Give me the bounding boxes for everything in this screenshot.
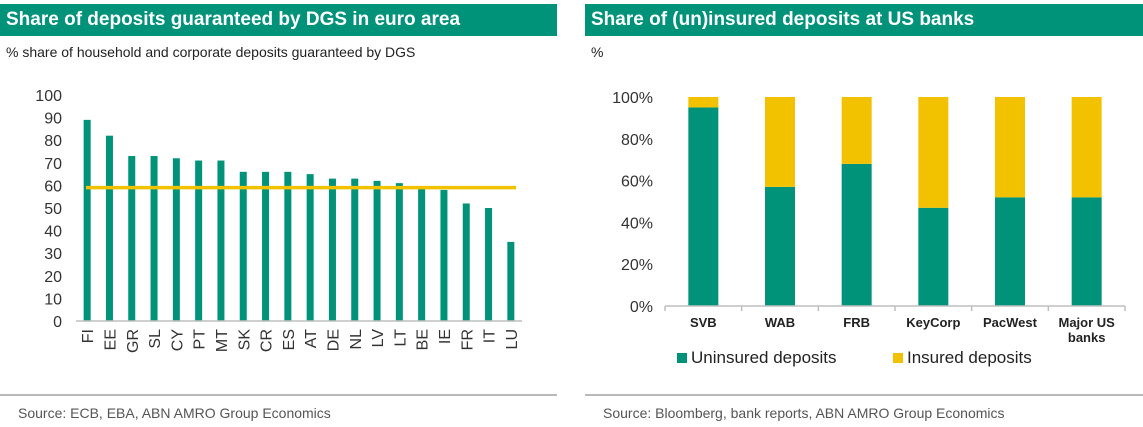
y-tick-label: 20 [44, 269, 62, 286]
x-tick-label: ES [281, 329, 298, 350]
x-tick-label: GR [125, 329, 142, 353]
left-bar-chart: 0 10 20 30 40 50 60 70 80 90 100 FI EE GR SL CY PT MT SK CR… [35, 88, 522, 353]
y-tick-label: 100 [35, 88, 62, 105]
bar-segment [1071, 97, 1102, 198]
bar [150, 156, 158, 321]
x-tick-label: LV [370, 329, 387, 348]
bar-segment [995, 197, 1025, 306]
x-tick-label: FRB [843, 315, 870, 330]
x-tick-label: IE [437, 329, 454, 344]
x-tick-label: FI [80, 329, 97, 343]
x-tick-label: FR [459, 329, 476, 350]
bar [239, 171, 247, 321]
y-tick-label: 90 [44, 111, 62, 128]
x-tick-label: LT [392, 329, 409, 347]
y-tick-label: 50 [44, 201, 62, 218]
y-tick-label: 30 [44, 246, 62, 263]
x-tick-label: DE [325, 329, 342, 351]
bar [262, 171, 270, 321]
left-chart-title: Share of deposits guaranteed by DGS in e… [0, 4, 557, 36]
bar [328, 178, 336, 321]
bar-segment [918, 207, 949, 306]
bar-segment [841, 163, 872, 306]
x-tick-label: CY [169, 329, 186, 352]
y-tick-label: 10 [44, 291, 62, 308]
y-tick-label: 20% [621, 257, 653, 274]
y-tick-label: 0 [53, 314, 62, 331]
x-tick-label: Major US [1058, 315, 1115, 330]
x-tick-label: SL [147, 329, 164, 349]
bar-segment [995, 97, 1025, 198]
right-chart-subtitle: % [591, 44, 604, 60]
x-tick-label: PacWest [983, 315, 1038, 330]
bar-segment [688, 107, 719, 306]
legend-label: Uninsured deposits [691, 348, 837, 367]
x-tick-label: LU [504, 329, 521, 349]
y-tick-label: 60% [621, 174, 653, 191]
y-tick-label: 100% [612, 90, 653, 107]
legend-swatch [677, 353, 687, 363]
bar [284, 171, 292, 321]
y-tick-label: 40 [44, 224, 62, 241]
x-tick-label: CR [259, 329, 276, 352]
left-chart-subtitle: % share of household and corporate depos… [6, 44, 416, 60]
bar [507, 241, 515, 321]
bar-segment [841, 97, 872, 164]
left-chart-panel: Share of deposits guaranteed by DGS in e… [0, 0, 557, 427]
bar [351, 178, 359, 321]
x-tick-label: PT [192, 329, 209, 350]
bar-segment [918, 97, 949, 208]
bar-segment [688, 97, 719, 108]
y-tick-label: 40% [621, 215, 653, 232]
legend-swatch [893, 353, 903, 363]
x-tick-label: SK [236, 329, 253, 351]
bar [395, 183, 403, 321]
x-tick-label: EE [102, 329, 119, 350]
y-tick-label: 80 [44, 133, 62, 150]
x-tick-label: AT [303, 329, 320, 348]
bar-segment [765, 186, 795, 306]
bar [462, 203, 470, 321]
x-tick-label: banks [1068, 330, 1106, 345]
bar [306, 174, 314, 321]
bar [172, 158, 180, 321]
x-tick-label: BE [415, 329, 432, 350]
bar [105, 135, 113, 321]
bar [373, 180, 381, 321]
y-tick-label: 0% [630, 299, 653, 316]
bar [418, 187, 426, 321]
right-chart-title: Share of (un)insured deposits at US bank… [585, 4, 1143, 36]
bar [217, 160, 225, 321]
y-tick-label: 70 [44, 156, 62, 173]
bar [128, 156, 136, 321]
x-tick-label: NL [348, 329, 365, 350]
x-tick-label: SVB [690, 315, 717, 330]
right-chart-panel: Share of (un)insured deposits at US bank… [585, 0, 1143, 427]
bar [195, 160, 203, 321]
right-source-note: Source: Bloomberg, bank reports, ABN AMR… [603, 405, 1005, 421]
y-tick-label: 60 [44, 178, 62, 195]
legend-label: Insured deposits [907, 348, 1032, 367]
bar [440, 189, 448, 321]
x-tick-label: WAB [765, 315, 795, 330]
left-source-divider [0, 394, 557, 396]
x-tick-label: IT [482, 329, 499, 343]
right-source-divider [585, 394, 1143, 396]
bar-segment [765, 97, 795, 187]
left-source-note: Source: ECB, EBA, ABN AMRO Group Economi… [18, 405, 331, 421]
x-tick-label: KeyCorp [906, 315, 960, 330]
right-stacked-bar-chart: 0% 20% 40% 60% 80% 100% SVB WAB FRB KeyCorp PacWes… [612, 90, 1126, 367]
x-tick-label: MT [214, 329, 231, 352]
bar-segment [1071, 197, 1102, 306]
y-tick-label: 80% [621, 132, 653, 149]
bar [485, 208, 493, 321]
bar [83, 119, 91, 321]
